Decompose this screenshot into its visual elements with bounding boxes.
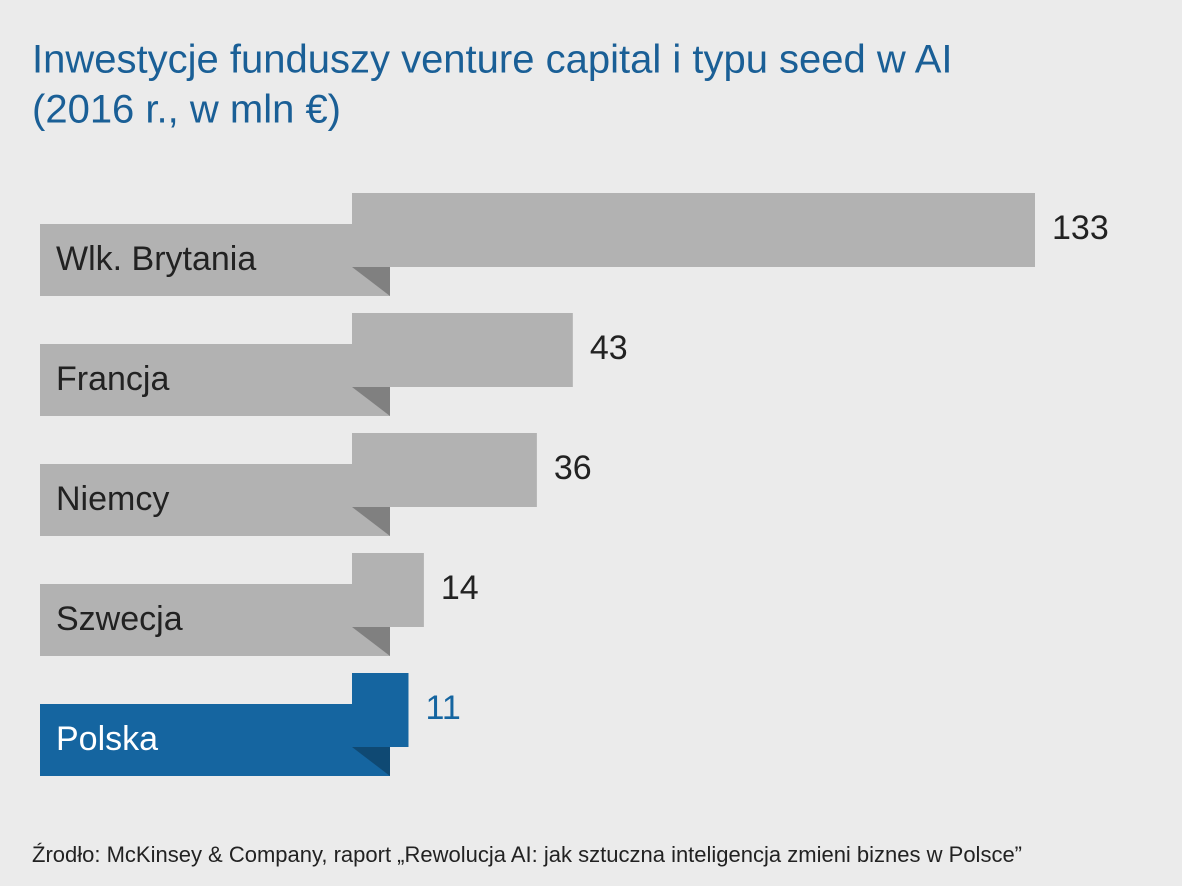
fold bbox=[352, 507, 390, 536]
label-box bbox=[40, 344, 390, 416]
value-label: 133 bbox=[1052, 209, 1109, 247]
value-label: 43 bbox=[590, 329, 628, 367]
source: Źrodło: McKinsey & Company, raport „Rewo… bbox=[32, 842, 1022, 867]
label-box bbox=[40, 224, 390, 296]
label-box bbox=[40, 704, 390, 776]
bar bbox=[352, 193, 1035, 267]
fold bbox=[352, 627, 390, 656]
category-label: Francja bbox=[56, 360, 169, 398]
fold bbox=[352, 267, 390, 296]
value-label: 36 bbox=[554, 449, 592, 487]
chart-title: Inwestycje funduszy venture capital i ty… bbox=[32, 38, 953, 82]
category-label: Szwecja bbox=[56, 600, 183, 638]
category-label: Wlk. Brytania bbox=[56, 240, 256, 278]
fold bbox=[352, 387, 390, 416]
value-label: 14 bbox=[441, 569, 479, 607]
label-box bbox=[40, 464, 390, 536]
value-label: 11 bbox=[425, 689, 460, 727]
fold bbox=[352, 747, 390, 776]
category-label: Polska bbox=[56, 720, 158, 758]
category-label: Niemcy bbox=[56, 480, 169, 518]
label-box bbox=[40, 584, 390, 656]
chart-subtitle: (2016 r., w mln €) bbox=[32, 88, 341, 132]
